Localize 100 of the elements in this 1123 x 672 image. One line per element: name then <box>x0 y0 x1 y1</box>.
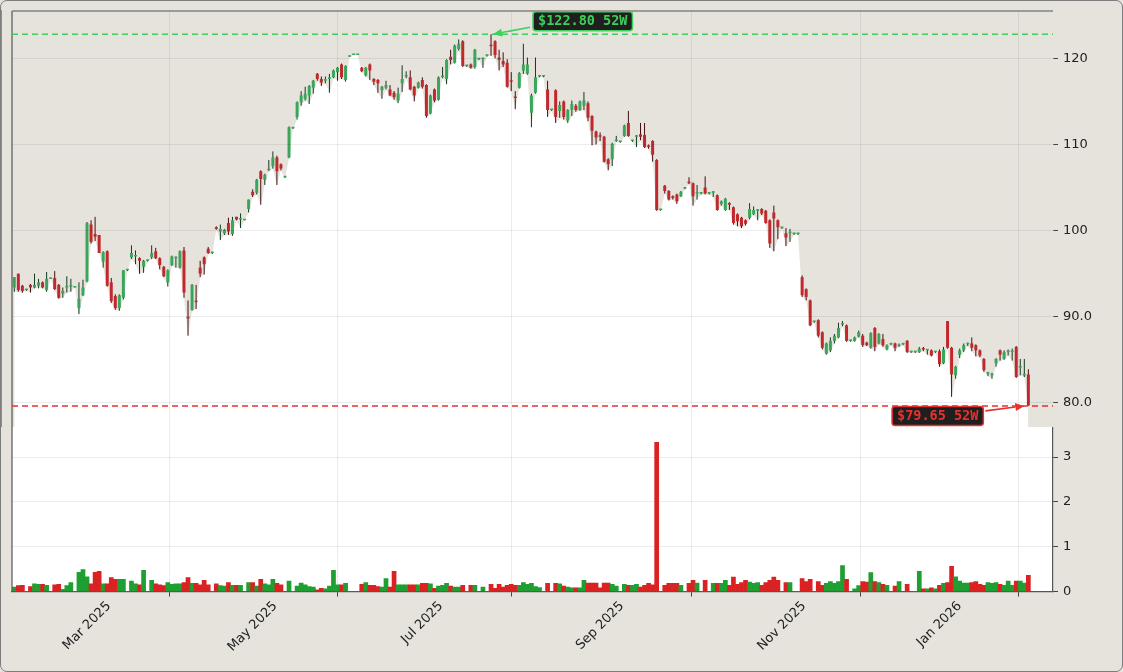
bar <box>64 585 70 592</box>
y-tick-label: 110 <box>1063 135 1088 151</box>
candlestick <box>380 85 384 100</box>
candlestick <box>275 155 279 186</box>
candlestick <box>546 80 550 118</box>
bar <box>141 570 146 592</box>
bar <box>815 581 821 592</box>
y-tick-label: 3 <box>1063 448 1072 464</box>
candlestick <box>590 114 594 146</box>
bar <box>302 584 308 592</box>
candlestick <box>598 131 602 142</box>
bar <box>925 588 930 592</box>
candlestick <box>307 84 311 105</box>
bar <box>731 576 736 592</box>
candlestick <box>45 271 49 293</box>
candlestick <box>998 348 1002 362</box>
candlestick <box>986 371 990 377</box>
bar <box>904 584 910 592</box>
candlestick <box>198 260 202 278</box>
bar <box>844 579 849 592</box>
bar <box>852 588 857 592</box>
bar <box>916 571 922 592</box>
bar <box>226 582 231 592</box>
candlestick <box>202 255 206 276</box>
candlestick <box>408 69 412 91</box>
bar <box>468 584 474 592</box>
candlestick <box>396 87 400 104</box>
bar <box>157 584 163 592</box>
candlestick <box>574 103 578 113</box>
candlestick <box>77 281 81 315</box>
candlestick <box>259 169 263 206</box>
candlestick <box>582 91 586 111</box>
bar <box>755 582 761 592</box>
candlestick <box>776 218 780 240</box>
bar <box>933 588 938 592</box>
candlestick <box>994 357 998 368</box>
bar <box>121 579 126 592</box>
candlestick <box>594 130 598 145</box>
candlestick <box>178 249 182 270</box>
candlestick <box>513 90 517 110</box>
candlestick <box>643 122 647 149</box>
bar <box>868 572 874 592</box>
bar <box>149 579 155 592</box>
candlestick <box>695 184 699 201</box>
y-tick-label: 100 <box>1063 222 1088 237</box>
bar <box>205 584 211 592</box>
candlestick <box>897 342 901 348</box>
y-tick-label: 1 <box>1063 538 1072 554</box>
candlestick <box>271 150 275 170</box>
candlestick <box>881 333 885 348</box>
bar <box>44 584 49 592</box>
bar <box>973 581 979 592</box>
bar <box>56 584 62 592</box>
bar <box>723 579 728 592</box>
candlestick <box>533 57 537 95</box>
bar <box>258 579 264 592</box>
bar <box>840 565 845 592</box>
candlestick <box>485 54 489 58</box>
candlestick <box>400 64 404 93</box>
bar <box>670 583 676 592</box>
bar <box>331 570 336 592</box>
candlestick <box>437 75 440 102</box>
candlestick <box>69 278 73 293</box>
candlestick <box>376 78 380 94</box>
candlestick <box>784 227 788 247</box>
bar <box>250 582 256 592</box>
candlestick <box>529 93 533 128</box>
candlestick <box>372 77 376 86</box>
y-tick-label: 80.0 <box>1063 394 1092 410</box>
bar <box>537 587 542 592</box>
ref-line-label: $122.80 52W <box>538 12 629 29</box>
y-tick-label: 2 <box>1063 493 1072 509</box>
bar <box>343 583 348 592</box>
candlestick <box>388 84 392 97</box>
bar <box>529 583 534 592</box>
candlestick <box>626 110 630 138</box>
bar <box>323 588 328 592</box>
y-tick-label: 120 <box>1063 49 1088 65</box>
bar <box>920 588 926 592</box>
bar <box>702 579 708 592</box>
bar <box>367 584 373 592</box>
candlestick <box>610 142 614 167</box>
y-tick-label: 90.0 <box>1063 308 1092 324</box>
bar <box>460 584 466 592</box>
candlestick <box>327 73 331 94</box>
bar <box>363 582 369 592</box>
bar <box>545 583 550 592</box>
candlestick <box>651 139 655 163</box>
bar <box>872 581 878 592</box>
bar <box>201 579 207 592</box>
candlestick <box>691 181 695 207</box>
bar <box>654 441 660 592</box>
ref-line-label: $79.65 52W <box>897 406 980 423</box>
bar <box>613 585 619 592</box>
bar <box>807 579 813 592</box>
candlestick <box>521 43 525 75</box>
candlestick <box>772 205 776 252</box>
candlestick <box>800 274 804 298</box>
candlestick <box>473 48 477 70</box>
candlestick <box>89 219 93 245</box>
